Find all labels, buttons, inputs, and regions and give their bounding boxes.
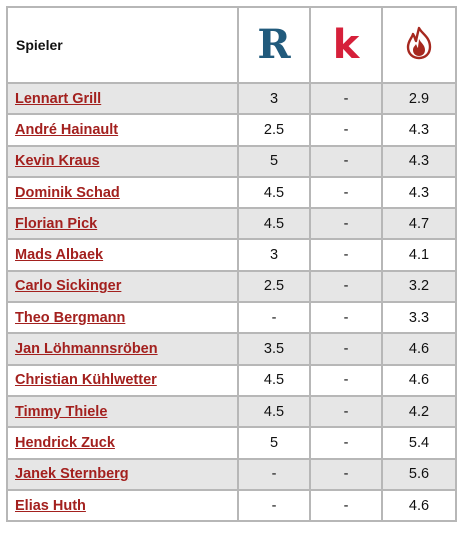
player-name-cell: Hendrick Zuck [6,426,239,460]
player-link[interactable]: André Hainault [15,121,119,138]
r-rating-cell: - [237,301,311,335]
flame-rating-cell: 3.2 [381,269,457,304]
k-rating-cell: - [309,426,383,460]
flame-rating-cell: 4.7 [381,207,457,241]
player-name-cell: Lennart Grill [6,81,239,116]
player-name-cell: Carlo Sickinger [6,269,239,304]
k-rating-cell: - [309,301,383,335]
r-rating-cell: 3 [237,238,311,272]
table-row: Elias Huth - -4.6 [6,488,457,523]
k-rating-cell: - [309,81,383,116]
table-row: Christian Kühlwetter 4.5-4.6 [6,363,457,397]
table-row: Janek Sternberg - -5.6 [6,457,457,491]
ratings-table-container: Spieler R k Lennart Grill 3-2.9 André Hain… [6,6,457,523]
table-row: Theo Bergmann - -3.3 [6,301,457,335]
player-name-cell: Florian Pick [6,207,239,241]
header-row: Spieler R k [6,6,457,84]
flame-rating-cell: 4.1 [381,238,457,272]
flame-logo-icon [406,26,432,59]
player-link[interactable]: Carlo Sickinger [15,278,122,295]
r-rating-cell: 4.5 [237,207,311,241]
table-row: Kevin Kraus 5-4.3 [6,144,457,178]
k-rating-cell: - [309,488,383,523]
player-link[interactable]: Lennart Grill [15,90,102,107]
r-rating-cell: - [237,457,311,491]
player-name-cell: André Hainault [6,113,239,147]
flame-column-header [381,6,457,84]
k-rating-cell: - [309,457,383,491]
table-row: Timmy Thiele 4.5-4.2 [6,394,457,429]
r-logo-icon: R [257,21,291,68]
flame-rating-cell: 4.3 [381,175,457,210]
r-column-header: R [237,6,311,84]
flame-rating-cell: 4.3 [381,113,457,147]
r-rating-cell: 4.5 [237,394,311,429]
player-link[interactable]: Timmy Thiele [15,403,108,420]
table-row: Lennart Grill 3-2.9 [6,81,457,116]
r-rating-cell: 4.5 [237,363,311,397]
k-rating-cell: - [309,113,383,147]
flame-rating-cell: 2.9 [381,81,457,116]
k-column-header: k [309,6,383,84]
r-rating-cell: 5 [237,144,311,178]
k-rating-cell: - [309,394,383,429]
flame-rating-cell: 5.6 [381,457,457,491]
player-link[interactable]: Dominik Schad [15,184,120,201]
table-row: Hendrick Zuck 5-5.4 [6,426,457,460]
k-rating-cell: - [309,363,383,397]
k-rating-cell: - [309,144,383,178]
table-row: Florian Pick 4.5-4.7 [6,207,457,241]
player-link[interactable]: Christian Kühlwetter [15,372,157,389]
player-name-cell: Mads Albaek [6,238,239,272]
flame-rating-cell: 4.2 [381,394,457,429]
k-logo-icon: k [332,22,360,68]
k-rating-cell: - [309,332,383,366]
player-name-cell: Timmy Thiele [6,394,239,429]
table-row: André Hainault 2.5-4.3 [6,113,457,147]
player-link[interactable]: Mads Albaek [15,247,104,264]
player-ratings-table: Spieler R k Lennart Grill 3-2.9 André Hain… [6,6,457,523]
player-link[interactable]: Florian Pick [15,215,98,232]
r-rating-cell: 3.5 [237,332,311,366]
player-link[interactable]: Jan Löhmannsröben [15,341,158,358]
player-name-cell: Dominik Schad [6,175,239,210]
r-rating-cell: 2.5 [237,269,311,304]
player-name-cell: Janek Sternberg [6,457,239,491]
flame-rating-cell: 4.6 [381,488,457,523]
player-link[interactable]: Hendrick Zuck [15,434,115,451]
flame-rating-cell: 4.6 [381,363,457,397]
r-rating-cell: - [237,488,311,523]
player-link[interactable]: Elias Huth [15,497,86,514]
flame-rating-cell: 3.3 [381,301,457,335]
r-rating-cell: 2.5 [237,113,311,147]
table-row: Jan Löhmannsröben 3.5-4.6 [6,332,457,366]
r-rating-cell: 5 [237,426,311,460]
table-row: Dominik Schad 4.5-4.3 [6,175,457,210]
player-name-cell: Jan Löhmannsröben [6,332,239,366]
r-rating-cell: 3 [237,81,311,116]
k-rating-cell: - [309,269,383,304]
flame-rating-cell: 4.6 [381,332,457,366]
player-link[interactable]: Theo Bergmann [15,309,126,326]
player-link[interactable]: Kevin Kraus [15,153,100,170]
k-rating-cell: - [309,175,383,210]
player-column-header: Spieler [6,6,239,84]
table-row: Carlo Sickinger 2.5-3.2 [6,269,457,304]
player-rows: Lennart Grill 3-2.9 André Hainault 2.5-4.3 K… [6,81,457,523]
player-name-cell: Christian Kühlwetter [6,363,239,397]
player-name-cell: Theo Bergmann [6,301,239,335]
player-link[interactable]: Janek Sternberg [15,466,129,483]
table-row: Mads Albaek 3-4.1 [6,238,457,272]
k-rating-cell: - [309,207,383,241]
r-rating-cell: 4.5 [237,175,311,210]
flame-rating-cell: 4.3 [381,144,457,178]
flame-rating-cell: 5.4 [381,426,457,460]
player-name-cell: Kevin Kraus [6,144,239,178]
player-name-cell: Elias Huth [6,488,239,523]
k-rating-cell: - [309,238,383,272]
